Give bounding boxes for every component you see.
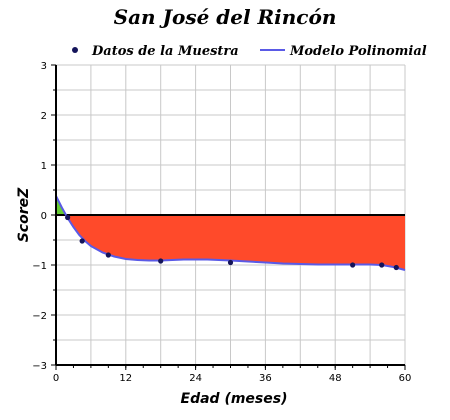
y-tick-label: 2: [41, 111, 47, 122]
x-tick-label: 60: [399, 373, 412, 384]
x-tick-label: 0: [53, 373, 59, 384]
y-tick-label: 3: [41, 61, 47, 72]
x-axis-label: Edad (meses): [181, 391, 288, 407]
y-tick-label: −1: [32, 261, 47, 272]
y-tick-label: 0: [41, 211, 47, 222]
data-point: [158, 258, 164, 264]
y-tick-label: −3: [32, 361, 47, 372]
legend-label-datos: Datos de la Muestra: [91, 44, 239, 59]
x-tick-label: 48: [329, 373, 342, 384]
data-point: [393, 264, 399, 271]
data-point: [379, 262, 385, 268]
legend-marker-datos: [72, 47, 78, 53]
data-point: [105, 252, 111, 258]
x-tick-label: 24: [189, 373, 202, 384]
data-point: [79, 238, 85, 244]
area-above-zero: [56, 196, 66, 215]
x-tick-label: 12: [119, 373, 132, 384]
y-tick-label: −2: [32, 311, 47, 322]
area-below-zero: [65, 215, 405, 270]
y-axis-label: ScoreZ: [16, 187, 32, 242]
x-tick-label: 36: [259, 373, 272, 384]
chart-title: San José del Rincón: [114, 5, 337, 29]
data-point: [227, 259, 234, 266]
data-point: [65, 214, 71, 221]
data-point: [350, 262, 356, 268]
y-tick-label: 1: [41, 161, 47, 172]
legend: Datos de la Muestra Modelo Polinomial: [72, 44, 427, 59]
legend-label-modelo: Modelo Polinomial: [289, 44, 427, 59]
